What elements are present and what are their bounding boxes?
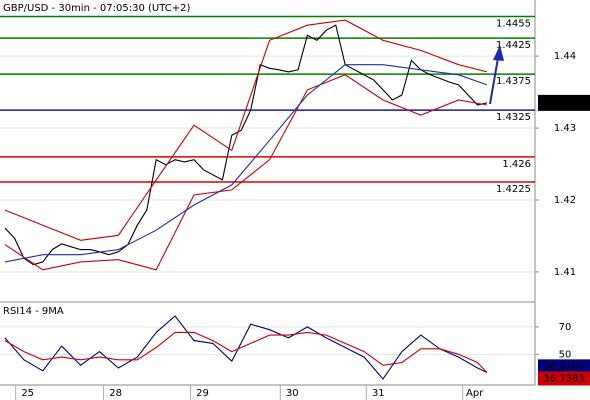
x-tick-label: 30 bbox=[286, 388, 299, 399]
y-tick-label: 1.41 bbox=[554, 267, 576, 278]
y-tick-label: 1.43 bbox=[554, 123, 576, 134]
value-tag-label: 36.7383 bbox=[543, 373, 584, 384]
plot: 1.44 1.43 1.42 1.41 25 28 29 30 31 Apr 1.4455 1.442… bbox=[0, 15, 590, 400]
price-tag-label: 1.4335 bbox=[547, 98, 582, 109]
series-line bbox=[4, 19, 488, 241]
series-line bbox=[4, 64, 488, 263]
level-label: 1.426 bbox=[502, 159, 531, 170]
x-tick-label: 31 bbox=[372, 388, 385, 399]
level-label: 1.4425 bbox=[496, 40, 531, 51]
y-tick-label: 1.42 bbox=[554, 195, 576, 206]
level-label: 1.4375 bbox=[496, 76, 531, 87]
series-line bbox=[4, 24, 488, 266]
arrow-head bbox=[493, 45, 504, 61]
chart-title: GBP/USD - 30min - 07:05:30 (UTC+2) bbox=[3, 3, 190, 14]
series-line bbox=[4, 74, 488, 271]
level-label: 1.4325 bbox=[496, 112, 531, 123]
y-tick-label: 70 bbox=[559, 322, 572, 333]
y-tick-label: 1.44 bbox=[554, 51, 576, 62]
arrow bbox=[489, 57, 499, 105]
chart-title: RSI14 - 9MA bbox=[3, 306, 64, 317]
y-tick-label: 50 bbox=[559, 349, 572, 360]
value-tag bbox=[538, 359, 590, 374]
x-tick-label: 28 bbox=[109, 388, 122, 399]
x-tick-label: Apr bbox=[466, 388, 484, 399]
series-line bbox=[4, 331, 488, 373]
value-tag-label: 36.8197 bbox=[543, 361, 584, 372]
price-tag bbox=[538, 94, 590, 111]
value-tag bbox=[538, 371, 590, 386]
series-line bbox=[4, 315, 488, 380]
x-tick-label: 25 bbox=[21, 388, 34, 399]
x-tick-label: 29 bbox=[196, 388, 209, 399]
level-label: 1.4225 bbox=[496, 184, 531, 195]
level-label: 1.4455 bbox=[496, 19, 531, 30]
